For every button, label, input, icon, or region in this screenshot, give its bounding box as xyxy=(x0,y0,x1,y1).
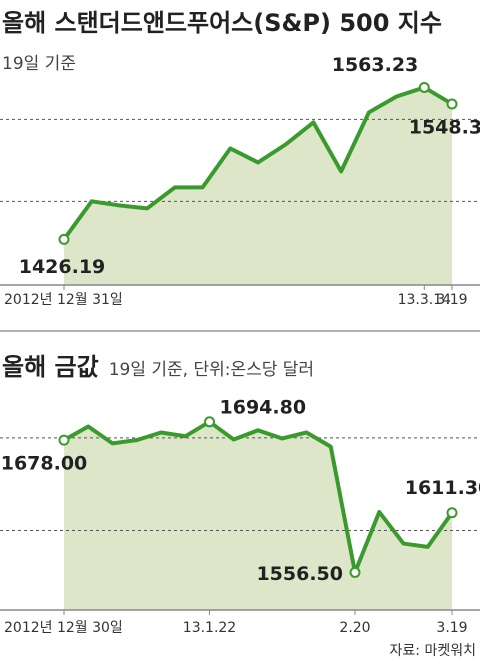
chart-subtitle: 19일 기준 xyxy=(2,54,76,74)
x-tick-label: 2012년 12월 31일 xyxy=(4,292,123,308)
chart-title: 올해 금값 xyxy=(2,353,99,381)
area xyxy=(64,87,452,285)
chart-subtitle: 19일 기준, 단위:온스당 달러 xyxy=(109,360,314,380)
marker xyxy=(58,434,70,446)
value-label: 1548.34 xyxy=(409,116,480,138)
area xyxy=(64,421,452,610)
marker xyxy=(204,416,215,428)
marker xyxy=(349,566,361,578)
marker xyxy=(58,233,70,245)
value-label: 1611.30 xyxy=(405,477,480,499)
marker xyxy=(418,81,430,93)
chart-title: 올해 스탠더드앤드푸어스(S&P) 500 지수 xyxy=(2,9,442,37)
value-label: 1556.50 xyxy=(256,563,343,585)
value-label: 1678.00 xyxy=(1,453,88,475)
x-tick-label: 2012년 12월 30일 xyxy=(4,620,123,636)
x-tick-label: 3.19 xyxy=(436,292,467,308)
value-label: 1426.19 xyxy=(19,256,106,278)
line xyxy=(63,419,454,575)
line xyxy=(62,85,454,241)
x-tick-label: 13.3.14 xyxy=(398,292,452,308)
x-tick-label: 2.20 xyxy=(339,620,370,636)
value-label: 1563.23 xyxy=(332,54,419,76)
x-tick-label: 13.1.22 xyxy=(183,620,236,636)
x-tick-label: 3.19 xyxy=(436,620,467,636)
marker xyxy=(446,98,458,110)
source: 자료: 마켓워치 xyxy=(390,643,476,659)
marker xyxy=(446,507,458,519)
value-label: 1694.80 xyxy=(220,396,307,418)
